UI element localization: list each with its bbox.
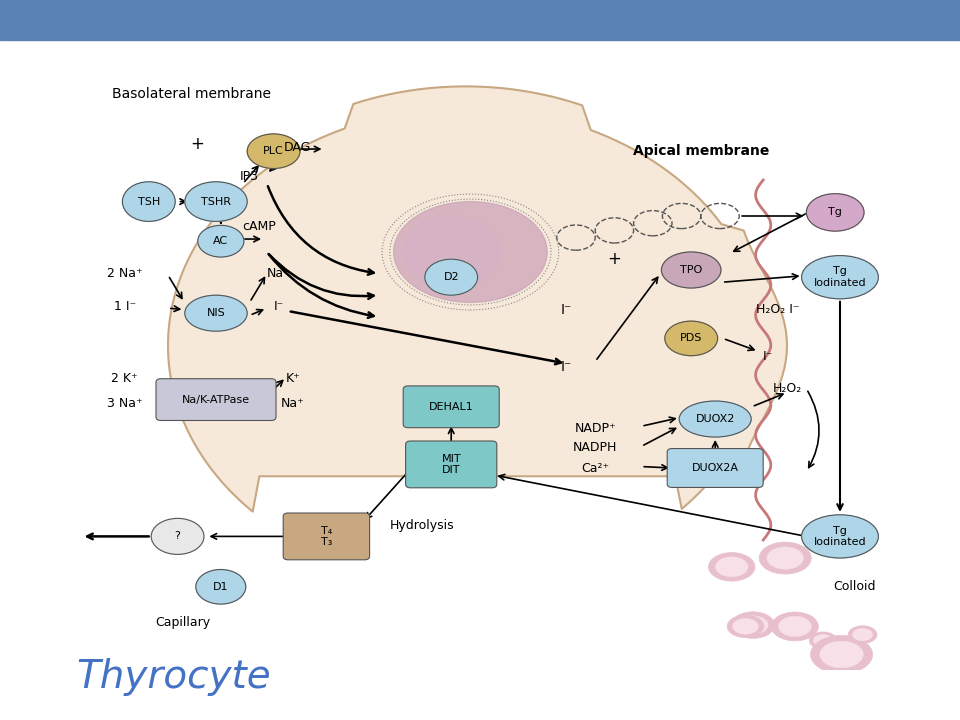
Circle shape xyxy=(849,626,877,644)
Ellipse shape xyxy=(806,194,864,231)
Text: H₂O₂: H₂O₂ xyxy=(773,382,802,395)
Text: Tg: Tg xyxy=(828,207,842,217)
Text: 2 Na⁺: 2 Na⁺ xyxy=(107,267,143,280)
Circle shape xyxy=(810,636,873,673)
Text: Colloid: Colloid xyxy=(833,580,876,593)
Text: Na⁺: Na⁺ xyxy=(267,267,290,280)
Text: PLC: PLC xyxy=(263,146,284,156)
Circle shape xyxy=(732,612,775,639)
Text: TSHR: TSHR xyxy=(201,197,231,207)
Text: I⁻: I⁻ xyxy=(274,300,283,312)
Text: K⁺: K⁺ xyxy=(285,372,300,384)
Circle shape xyxy=(809,632,837,649)
Text: TSH: TSH xyxy=(137,197,160,207)
Circle shape xyxy=(779,616,811,636)
Circle shape xyxy=(759,542,811,574)
Text: DUOX2: DUOX2 xyxy=(695,414,735,424)
Text: 2 K⁺: 2 K⁺ xyxy=(111,372,138,384)
Text: T₄
T₃: T₄ T₃ xyxy=(321,526,332,547)
Circle shape xyxy=(727,615,764,638)
Bar xyxy=(0,0,960,40)
Ellipse shape xyxy=(802,256,878,299)
Ellipse shape xyxy=(661,252,721,288)
Text: Tg
Iodinated: Tg Iodinated xyxy=(814,266,866,288)
Circle shape xyxy=(820,642,863,668)
Text: Capillary: Capillary xyxy=(155,616,210,629)
Text: DEHAL1: DEHAL1 xyxy=(429,402,473,412)
Text: Ca²⁺: Ca²⁺ xyxy=(581,462,610,474)
Text: MIT
DIT: MIT DIT xyxy=(442,454,461,475)
FancyBboxPatch shape xyxy=(405,441,497,488)
Ellipse shape xyxy=(196,570,246,604)
Text: I⁻: I⁻ xyxy=(561,302,572,317)
Ellipse shape xyxy=(802,515,878,558)
Text: Basolateral membrane: Basolateral membrane xyxy=(112,86,272,101)
Text: D1: D1 xyxy=(213,582,228,592)
Text: 1 I⁻: 1 I⁻ xyxy=(113,300,136,312)
Text: Hydrolysis: Hydrolysis xyxy=(390,519,455,532)
Ellipse shape xyxy=(198,225,244,257)
Ellipse shape xyxy=(247,134,300,168)
Circle shape xyxy=(772,612,818,641)
Text: NADPH: NADPH xyxy=(573,441,617,454)
Text: DAG: DAG xyxy=(284,141,311,154)
Text: PDS: PDS xyxy=(680,333,703,343)
Text: +: + xyxy=(190,135,204,153)
Ellipse shape xyxy=(403,216,499,288)
Text: I⁻: I⁻ xyxy=(763,350,773,363)
Circle shape xyxy=(813,634,832,647)
Ellipse shape xyxy=(664,321,717,356)
Polygon shape xyxy=(168,86,787,512)
Text: D2: D2 xyxy=(444,272,459,282)
Text: TPO: TPO xyxy=(680,265,703,275)
Text: DUOX2A: DUOX2A xyxy=(692,463,738,473)
Ellipse shape xyxy=(151,518,204,554)
FancyBboxPatch shape xyxy=(156,379,276,420)
Circle shape xyxy=(715,557,748,577)
Text: AC: AC xyxy=(213,236,228,246)
Text: NIS: NIS xyxy=(206,308,226,318)
FancyBboxPatch shape xyxy=(667,449,763,487)
Circle shape xyxy=(732,618,758,634)
Text: cAMP: cAMP xyxy=(242,220,276,233)
Text: Thyrocyte: Thyrocyte xyxy=(77,658,272,696)
FancyBboxPatch shape xyxy=(403,386,499,428)
Text: Na⁺: Na⁺ xyxy=(281,397,304,410)
Circle shape xyxy=(767,547,804,570)
Circle shape xyxy=(708,552,755,581)
Text: +: + xyxy=(608,251,621,269)
Text: Apical membrane: Apical membrane xyxy=(633,144,769,158)
Text: Na/K-ATPase: Na/K-ATPase xyxy=(182,395,250,405)
Circle shape xyxy=(852,629,873,641)
Circle shape xyxy=(737,616,768,634)
Ellipse shape xyxy=(123,182,176,222)
Text: Tg
Iodinated: Tg Iodinated xyxy=(814,526,866,547)
FancyBboxPatch shape xyxy=(283,513,370,560)
Text: I⁻: I⁻ xyxy=(561,360,572,374)
Text: IP3: IP3 xyxy=(240,170,259,183)
Ellipse shape xyxy=(184,295,248,331)
Ellipse shape xyxy=(184,182,248,222)
Text: 3 Na⁺: 3 Na⁺ xyxy=(107,397,143,410)
Ellipse shape xyxy=(424,259,477,295)
Ellipse shape xyxy=(394,202,547,302)
Text: ?: ? xyxy=(175,531,180,541)
Text: NADP⁺: NADP⁺ xyxy=(574,422,616,435)
Text: H₂O₂ I⁻: H₂O₂ I⁻ xyxy=(756,303,800,316)
Ellipse shape xyxy=(680,401,752,437)
